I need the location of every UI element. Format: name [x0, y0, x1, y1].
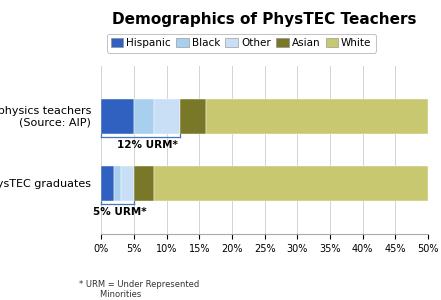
- Bar: [153, 166, 428, 201]
- Bar: [206, 99, 428, 134]
- Bar: [134, 166, 153, 201]
- Bar: [180, 99, 206, 134]
- Bar: [153, 99, 180, 134]
- Bar: [134, 99, 153, 134]
- Text: 5% URM*: 5% URM*: [93, 207, 146, 217]
- Bar: [121, 166, 134, 201]
- Bar: [101, 166, 115, 201]
- Bar: [101, 99, 134, 134]
- Text: * URM = Under Represented
        Minorities: * URM = Under Represented Minorities: [79, 280, 200, 299]
- Title: Demographics of PhysTEC Teachers: Demographics of PhysTEC Teachers: [112, 12, 417, 27]
- Legend: Hispanic, Black, Other, Asian, White: Hispanic, Black, Other, Asian, White: [107, 34, 376, 52]
- Text: 12% URM*: 12% URM*: [117, 140, 178, 150]
- Bar: [115, 166, 121, 201]
